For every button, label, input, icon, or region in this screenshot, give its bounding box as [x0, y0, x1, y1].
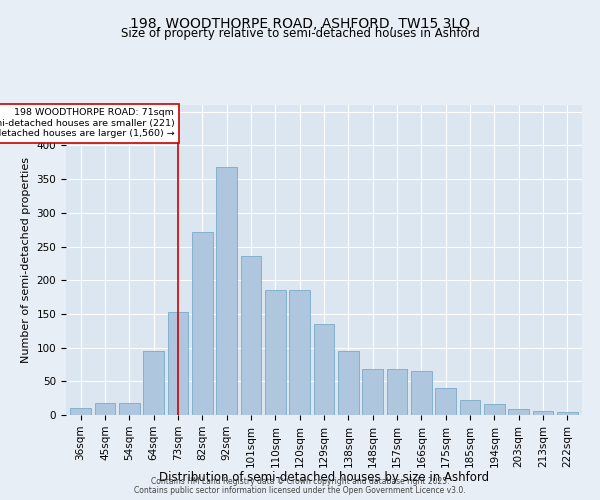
Bar	[241, 256, 262, 415]
Bar	[386, 369, 407, 415]
Bar	[95, 403, 115, 415]
Bar	[289, 290, 310, 415]
Bar	[167, 312, 188, 415]
Bar	[460, 400, 481, 415]
Bar	[533, 411, 553, 415]
Text: Contains HM Land Registry data © Crown copyright and database right 2025.: Contains HM Land Registry data © Crown c…	[151, 477, 449, 486]
Bar	[411, 371, 432, 415]
Bar	[508, 409, 529, 415]
Bar	[70, 408, 91, 415]
Bar	[484, 404, 505, 415]
X-axis label: Distribution of semi-detached houses by size in Ashford: Distribution of semi-detached houses by …	[159, 471, 489, 484]
Bar	[192, 232, 212, 415]
Y-axis label: Number of semi-detached properties: Number of semi-detached properties	[21, 157, 31, 363]
Text: Size of property relative to semi-detached houses in Ashford: Size of property relative to semi-detach…	[121, 28, 479, 40]
Bar	[143, 351, 164, 415]
Bar	[436, 388, 456, 415]
Text: 198, WOODTHORPE ROAD, ASHFORD, TW15 3LQ: 198, WOODTHORPE ROAD, ASHFORD, TW15 3LQ	[130, 18, 470, 32]
Bar	[216, 167, 237, 415]
Bar	[557, 412, 578, 415]
Bar	[338, 351, 359, 415]
Text: Contains public sector information licensed under the Open Government Licence v3: Contains public sector information licen…	[134, 486, 466, 495]
Text: 198 WOODTHORPE ROAD: 71sqm
← 12% of semi-detached houses are smaller (221)
87% o: 198 WOODTHORPE ROAD: 71sqm ← 12% of semi…	[0, 108, 175, 138]
Bar	[362, 369, 383, 415]
Bar	[119, 403, 140, 415]
Bar	[265, 290, 286, 415]
Bar	[314, 324, 334, 415]
